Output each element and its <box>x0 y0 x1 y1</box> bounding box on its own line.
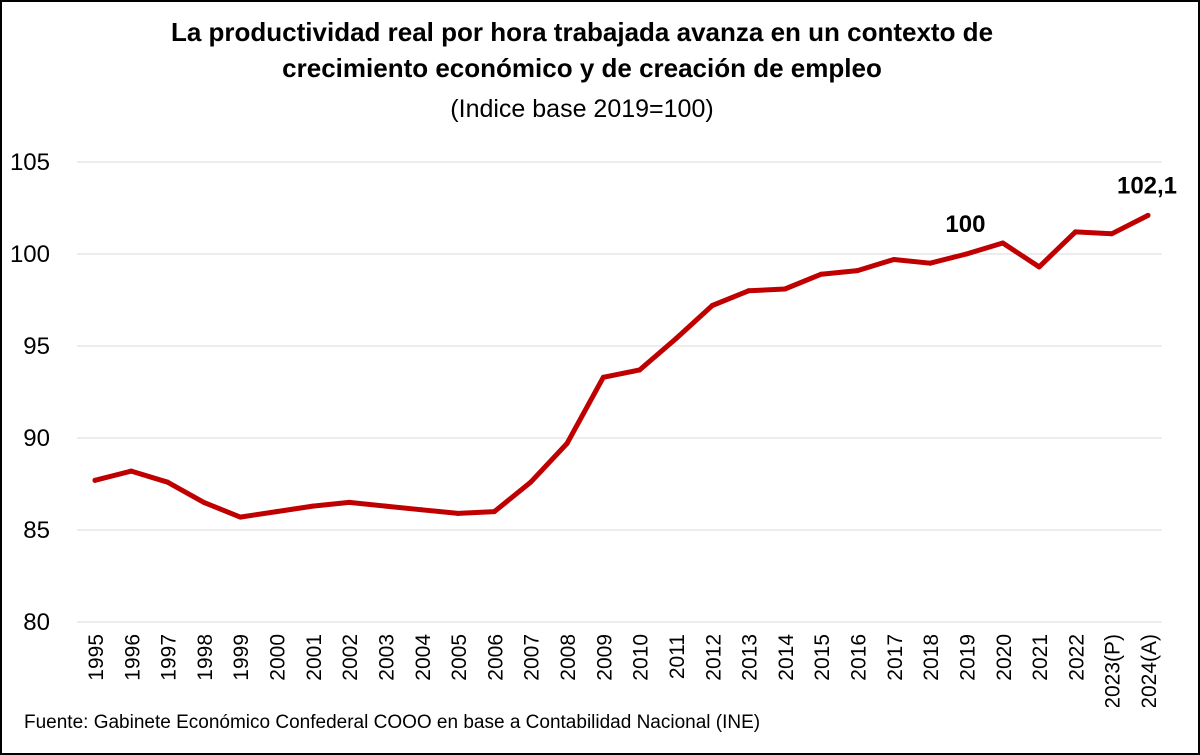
source-note: Fuente: Gabinete Económico Confederal CO… <box>24 712 761 733</box>
data-label: 100 <box>945 211 985 238</box>
x-tick-label: 1999 <box>230 634 253 681</box>
x-tick-label: 2020 <box>993 634 1016 681</box>
x-tick-label: 2016 <box>848 634 871 681</box>
chart-title-line-1: La productividad real por hora trabajada… <box>170 17 994 47</box>
y-tick-label: 80 <box>23 609 50 636</box>
data-point <box>637 367 643 373</box>
x-axis-ticks: 1995 1996 1997 1998 1999 2000 2001 2002 2003 2004… <box>85 634 1161 707</box>
data-point <box>600 374 606 380</box>
data-point <box>927 260 933 266</box>
chart-subtitle: (Indice base 2019=100) <box>450 95 714 123</box>
annotations: 100 102,1 <box>945 172 1177 238</box>
y-tick-label: 90 <box>23 425 50 452</box>
data-point <box>818 271 824 277</box>
x-tick-label: 2013 <box>739 634 762 681</box>
x-tick-label: 2015 <box>811 634 834 681</box>
x-tick-label: 2022 <box>1065 634 1088 681</box>
x-tick-label: 2014 <box>775 634 798 681</box>
data-label: 102,1 <box>1117 172 1177 199</box>
x-tick-label: 1996 <box>121 634 144 681</box>
data-point <box>1145 212 1151 218</box>
series-line-0 <box>92 212 1151 520</box>
x-tick-label: 2017 <box>884 634 907 681</box>
data-point <box>709 303 715 309</box>
gridlines <box>77 161 1162 623</box>
series-group <box>92 212 1151 520</box>
chart-title-line-2: crecimiento económico y de creación de e… <box>282 53 882 83</box>
x-tick-label: 2021 <box>1029 634 1052 681</box>
data-point <box>564 441 570 447</box>
data-point <box>855 268 861 274</box>
x-tick-label: 2005 <box>448 634 471 681</box>
x-tick-label: 2009 <box>593 634 616 681</box>
x-tick-label: 2000 <box>267 634 290 681</box>
data-point <box>1036 264 1042 270</box>
data-point <box>963 251 969 257</box>
data-point <box>274 509 280 515</box>
data-point <box>1109 231 1115 237</box>
y-axis-ticks: 80 85 90 95 100 105 <box>10 149 50 636</box>
x-tick-label: 2018 <box>920 634 943 681</box>
x-tick-label: 2006 <box>484 634 507 681</box>
data-point <box>128 468 134 474</box>
x-tick-label: 2003 <box>375 634 398 681</box>
x-tick-label: 2001 <box>303 634 326 681</box>
data-point <box>346 499 352 505</box>
data-point <box>310 503 316 509</box>
x-tick-label: 2002 <box>339 634 362 681</box>
data-point <box>165 479 171 485</box>
x-tick-label: 2007 <box>521 634 544 681</box>
x-tick-label: 1997 <box>158 634 181 681</box>
data-point <box>528 479 534 485</box>
data-point <box>1072 229 1078 235</box>
chart-title: La productividad real por hora trabajada… <box>2 14 1162 86</box>
x-tick-label: 2010 <box>630 634 653 681</box>
data-point <box>891 257 897 263</box>
x-tick-label: 2012 <box>702 634 725 681</box>
x-tick-label: 1995 <box>85 634 108 681</box>
y-tick-label: 100 <box>10 241 50 268</box>
data-point <box>782 286 788 292</box>
x-tick-label: 2011 <box>666 634 689 679</box>
data-point <box>746 288 752 294</box>
data-point <box>382 503 388 509</box>
x-tick-label: 2004 <box>412 634 435 681</box>
data-point <box>419 507 425 513</box>
line-chart: 80 85 90 95 100 105 1995 1996 1997 1998 1999 2000 2… <box>10 149 1177 707</box>
data-point <box>455 510 461 516</box>
x-tick-label: 2019 <box>956 634 979 681</box>
y-tick-label: 95 <box>23 333 50 360</box>
data-point <box>92 477 98 483</box>
x-tick-label: 1998 <box>194 634 217 681</box>
x-tick-label: 2024(A) <box>1138 634 1161 707</box>
y-tick-label: 85 <box>23 517 50 544</box>
x-tick-label: 2023(P) <box>1102 634 1125 707</box>
data-point <box>1000 240 1006 246</box>
y-tick-label: 105 <box>10 149 50 176</box>
data-point <box>237 514 243 520</box>
data-point <box>491 509 497 515</box>
data-point <box>201 499 207 505</box>
x-tick-label: 2008 <box>557 634 580 681</box>
data-point <box>673 336 679 342</box>
